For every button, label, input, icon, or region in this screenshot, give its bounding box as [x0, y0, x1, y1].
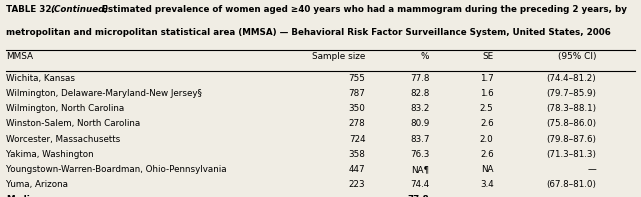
Text: 2.6: 2.6	[480, 119, 494, 128]
Text: 724: 724	[349, 135, 365, 144]
Text: Yuma, Arizona: Yuma, Arizona	[6, 180, 69, 189]
Text: (78.3–88.1): (78.3–88.1)	[546, 104, 596, 113]
Text: (71.3–81.3): (71.3–81.3)	[546, 150, 596, 159]
Text: (74.4–81.2): (74.4–81.2)	[546, 74, 596, 83]
Text: NA: NA	[481, 165, 494, 174]
Text: Worcester, Massachusetts: Worcester, Massachusetts	[6, 135, 121, 144]
Text: Yakima, Washington: Yakima, Washington	[6, 150, 94, 159]
Text: 447: 447	[349, 165, 365, 174]
Text: 83.2: 83.2	[410, 104, 429, 113]
Text: 350: 350	[349, 104, 365, 113]
Text: 1.7: 1.7	[480, 74, 494, 83]
Text: Youngstown-Warren-Boardman, Ohio-Pennsylvania: Youngstown-Warren-Boardman, Ohio-Pennsyl…	[6, 165, 227, 174]
Text: 278: 278	[349, 119, 365, 128]
Text: metropolitan and micropolitan statistical area (MMSA) — Behavioral Risk Factor S: metropolitan and micropolitan statistica…	[6, 28, 612, 37]
Text: 3.4: 3.4	[480, 180, 494, 189]
Text: Estimated prevalence of women aged ≥40 years who had a mammogram during the prec: Estimated prevalence of women aged ≥40 y…	[99, 5, 627, 14]
Text: Sample size: Sample size	[312, 52, 365, 61]
Text: (67.8–81.0): (67.8–81.0)	[546, 180, 596, 189]
Text: 77.8: 77.8	[408, 195, 429, 197]
Text: (95% CI): (95% CI)	[558, 52, 596, 61]
Text: SE: SE	[482, 52, 494, 61]
Text: Wilmington, North Carolina: Wilmington, North Carolina	[6, 104, 124, 113]
Text: Median: Median	[6, 195, 42, 197]
Text: TABLE 32.: TABLE 32.	[6, 5, 58, 14]
Text: 2.0: 2.0	[480, 135, 494, 144]
Text: (79.7–85.9): (79.7–85.9)	[546, 89, 596, 98]
Text: 80.9: 80.9	[410, 119, 429, 128]
Text: 2.5: 2.5	[480, 104, 494, 113]
Text: 2.6: 2.6	[480, 150, 494, 159]
Text: 77.8: 77.8	[410, 74, 429, 83]
Text: 83.7: 83.7	[410, 135, 429, 144]
Text: MMSA: MMSA	[6, 52, 33, 61]
Text: %: %	[421, 52, 429, 61]
Text: 787: 787	[349, 89, 365, 98]
Text: (Continued): (Continued)	[50, 5, 108, 14]
Text: Wilmington, Delaware-Maryland-New Jersey§: Wilmington, Delaware-Maryland-New Jersey…	[6, 89, 203, 98]
Text: (79.8–87.6): (79.8–87.6)	[546, 135, 596, 144]
Text: Winston-Salem, North Carolina: Winston-Salem, North Carolina	[6, 119, 140, 128]
Text: 74.4: 74.4	[410, 180, 429, 189]
Text: NA¶: NA¶	[412, 165, 429, 174]
Text: (75.8–86.0): (75.8–86.0)	[546, 119, 596, 128]
Text: 76.3: 76.3	[410, 150, 429, 159]
Text: 223: 223	[349, 180, 365, 189]
Text: 82.8: 82.8	[410, 89, 429, 98]
Text: —: —	[587, 165, 596, 174]
Text: 1.6: 1.6	[480, 89, 494, 98]
Text: Wichita, Kansas: Wichita, Kansas	[6, 74, 76, 83]
Text: 755: 755	[349, 74, 365, 83]
Text: 358: 358	[349, 150, 365, 159]
